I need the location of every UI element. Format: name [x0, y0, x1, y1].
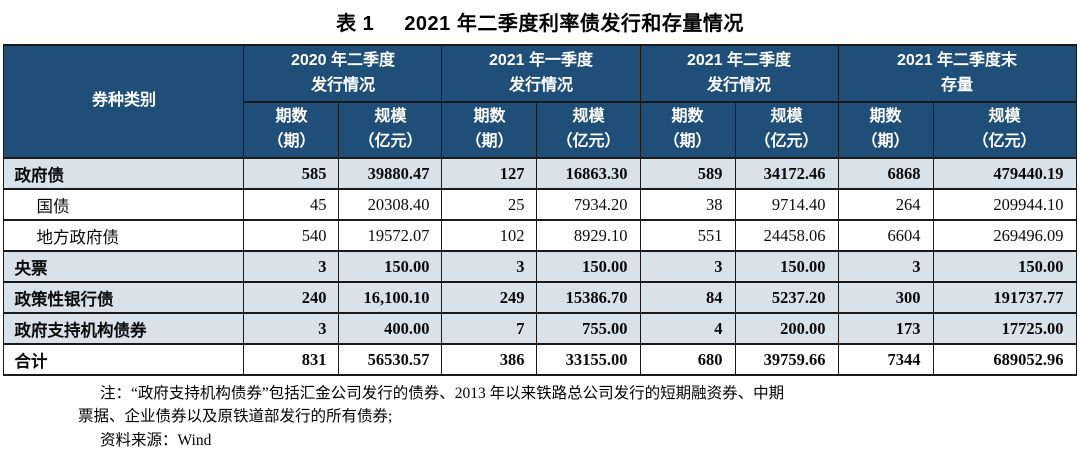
row-label: 央票 — [3, 250, 245, 283]
cell-value: 7934.20 — [536, 188, 641, 221]
column-group-2020q2-issuance: 2020 年二季度 发行情况 — [243, 44, 443, 103]
table-row-policy-bank-bonds: 政策性银行债 240 16,100.10 249 15386.70 84 523… — [3, 281, 1077, 314]
cell-value: 102 — [441, 219, 538, 252]
cell-value: 127 — [441, 157, 538, 190]
cell-value: 150.00 — [536, 250, 641, 283]
cell-value: 7344 — [837, 343, 934, 376]
cell-value: 479440.19 — [932, 157, 1077, 190]
cell-value: 25 — [441, 188, 538, 221]
column-header-scale-3: 规模 （亿元） — [734, 101, 839, 159]
table-number: 表 1 — [336, 13, 375, 35]
cell-value: 20308.40 — [338, 188, 443, 221]
cell-value: 150.00 — [338, 250, 443, 283]
cell-value: 6604 — [837, 219, 934, 252]
column-header-scale-2: 规模 （亿元） — [536, 101, 641, 159]
cell-value: 585 — [243, 157, 340, 190]
column-header-scale-1: 规模 （亿元） — [338, 101, 443, 159]
column-header-scale-4: 规模 （亿元） — [932, 101, 1077, 159]
table-row-government-bonds: 政府债 585 39880.47 127 16863.30 589 34172.… — [3, 157, 1077, 190]
bond-issuance-table: 券种类别 2020 年二季度 发行情况 2021 年一季度 发行情况 2021 … — [3, 44, 1077, 376]
cell-value: 3 — [243, 250, 340, 283]
table-row-government-backed-agency-bonds: 政府支持机构债券 3 400.00 7 755.00 4 200.00 173 … — [3, 312, 1077, 345]
cell-value: 16,100.10 — [338, 281, 443, 314]
column-group-2021q2-outstanding: 2021 年二季度末 存量 — [837, 44, 1077, 103]
cell-value: 16863.30 — [536, 157, 641, 190]
cell-value: 589 — [639, 157, 736, 190]
cell-value: 831 — [243, 343, 340, 376]
cell-value: 84 — [639, 281, 736, 314]
cell-value: 45 — [243, 188, 340, 221]
table-row-total: 合计 831 56530.57 386 33155.00 680 39759.6… — [3, 343, 1077, 376]
cell-value: 249 — [441, 281, 538, 314]
cell-value: 200.00 — [734, 312, 839, 345]
column-header-count-1: 期数 （期） — [243, 101, 340, 159]
cell-value: 38 — [639, 188, 736, 221]
table-row-treasury-bonds: 国债 45 20308.40 25 7934.20 38 9714.40 264… — [3, 188, 1077, 221]
cell-value: 300 — [837, 281, 934, 314]
cell-value: 400.00 — [338, 312, 443, 345]
cell-value: 6868 — [837, 157, 934, 190]
table-note-line2: 票据、企业债券以及原铁道部发行的所有债券; — [78, 408, 393, 426]
table-notes: 注：“政府支持机构债券”包括汇金公司发行的债券、2013 年以来铁路总公司发行的… — [0, 382, 1080, 452]
cell-value: 386 — [441, 343, 538, 376]
cell-value: 7 — [441, 312, 538, 345]
row-label: 政策性银行债 — [3, 281, 245, 314]
column-group-2021q2-issuance: 2021 年二季度 发行情况 — [639, 44, 839, 103]
row-label: 合计 — [3, 343, 245, 376]
cell-value: 39759.66 — [734, 343, 839, 376]
cell-value: 24458.06 — [734, 219, 839, 252]
column-header-count-2: 期数 （期） — [441, 101, 538, 159]
row-label: 政府债 — [3, 157, 245, 190]
column-header-count-4: 期数 （期） — [837, 101, 934, 159]
cell-value: 3 — [639, 250, 736, 283]
cell-value: 540 — [243, 219, 340, 252]
table-note-line1: 注：“政府支持机构债券”包括汇金公司发行的债券、2013 年以来铁路总公司发行的… — [100, 385, 785, 402]
cell-value: 33155.00 — [536, 343, 641, 376]
header-sub-row: 期数 （期） 规模 （亿元） 期数 （期） 规模 （亿元） 期数 （期） 规模 … — [4, 101, 1077, 159]
cell-value: 9714.40 — [734, 188, 839, 221]
cell-value: 150.00 — [734, 250, 839, 283]
row-label: 国债 — [3, 188, 245, 221]
column-group-2021q1-issuance: 2021 年一季度 发行情况 — [441, 44, 641, 103]
row-label: 政府支持机构债券 — [3, 312, 245, 345]
column-header-category: 券种类别 — [3, 44, 245, 159]
cell-value: 269496.09 — [932, 219, 1077, 252]
cell-value: 191737.77 — [932, 281, 1077, 314]
cell-value: 240 — [243, 281, 340, 314]
cell-value: 264 — [837, 188, 934, 221]
cell-value: 551 — [639, 219, 736, 252]
cell-value: 56530.57 — [338, 343, 443, 376]
cell-value: 3 — [837, 250, 934, 283]
cell-value: 19572.07 — [338, 219, 443, 252]
cell-value: 8929.10 — [536, 219, 641, 252]
cell-value: 173 — [837, 312, 934, 345]
cell-value: 5237.20 — [734, 281, 839, 314]
cell-value: 209944.10 — [932, 188, 1077, 221]
cell-value: 680 — [639, 343, 736, 376]
cell-value: 3 — [243, 312, 340, 345]
cell-value: 39880.47 — [338, 157, 443, 190]
header-group-row: 券种类别 2020 年二季度 发行情况 2021 年一季度 发行情况 2021 … — [3, 44, 1077, 159]
cell-value: 34172.46 — [734, 157, 839, 190]
cell-value: 4 — [639, 312, 736, 345]
cell-value: 755.00 — [536, 312, 641, 345]
cell-value: 150.00 — [932, 250, 1077, 283]
table-source: 资料来源：Wind — [100, 431, 212, 449]
table-row-central-bank-bills: 央票 3 150.00 3 150.00 3 150.00 3 150.00 — [3, 250, 1077, 283]
table-title-text: 2021 年二季度利率债发行和存量情况 — [404, 13, 744, 35]
cell-value: 3 — [441, 250, 538, 283]
cell-value: 15386.70 — [536, 281, 641, 314]
table-title: 表 1 2021 年二季度利率债发行和存量情况 — [0, 0, 1080, 36]
cell-value: 689052.96 — [932, 343, 1077, 376]
row-label: 地方政府债 — [3, 219, 245, 252]
table-row-local-government-bonds: 地方政府债 540 19572.07 102 8929.10 551 24458… — [3, 219, 1077, 252]
column-header-count-3: 期数 （期） — [639, 101, 736, 159]
cell-value: 17725.00 — [932, 312, 1077, 345]
